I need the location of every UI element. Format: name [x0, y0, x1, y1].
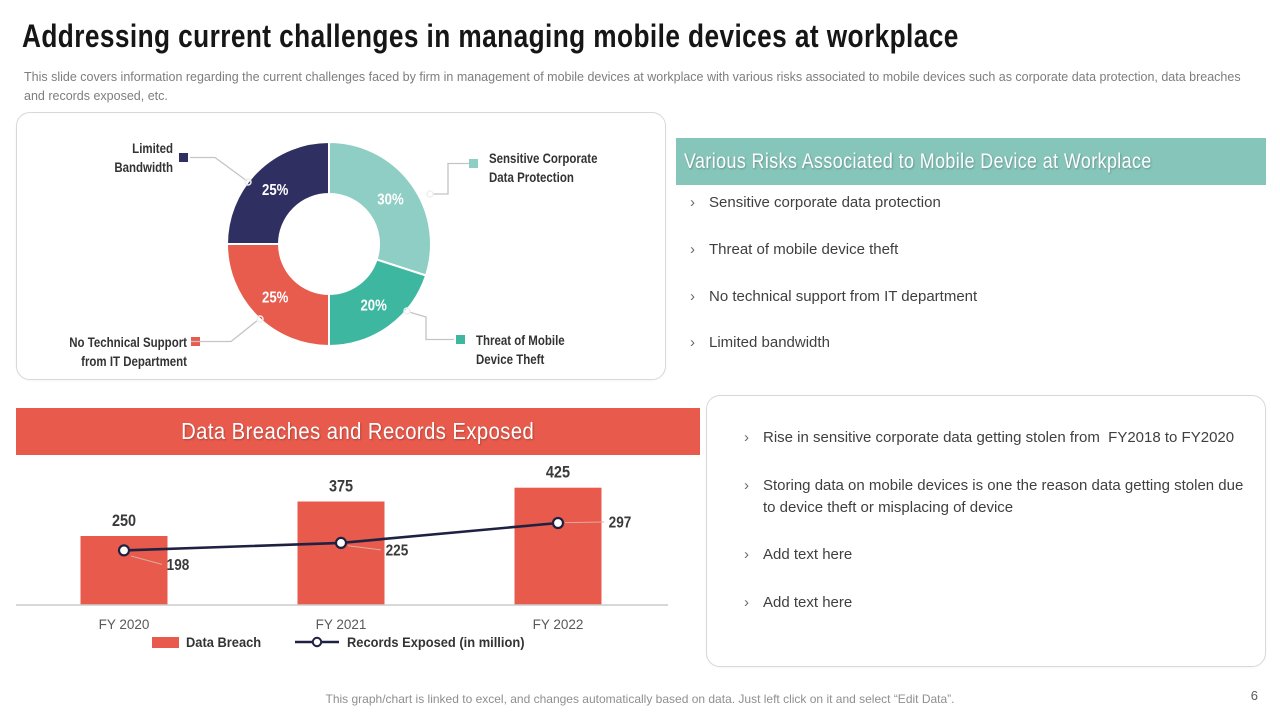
- limited-bandwidth-marker: [179, 153, 188, 162]
- risks-list: › Sensitive corporate data protection › …: [690, 192, 1260, 379]
- device-theft-marker: [456, 335, 465, 344]
- page-number: 6: [1250, 688, 1258, 703]
- list-item: › Sensitive corporate data protection: [690, 192, 1260, 214]
- bar-value-label: 425: [546, 464, 570, 482]
- donut-value-label: 25%: [262, 182, 289, 199]
- x-axis-category-label: FY 2022: [533, 617, 584, 632]
- legend-item-records-exposed: Records Exposed (in million): [294, 634, 540, 650]
- list-item: › Threat of mobile device theft: [690, 239, 1260, 261]
- insights-card[interactable]: [706, 395, 1266, 667]
- donut-slice-2: [225, 243, 330, 348]
- bar-fy-2021: [297, 501, 385, 605]
- chevron-bullet-icon: ›: [690, 334, 695, 352]
- line-label-connector: [347, 545, 382, 551]
- donut-slice-1: [328, 258, 428, 348]
- chart-legend: Data Breach Records Exposed (in million): [16, 634, 676, 650]
- donut-slice-3: [225, 140, 330, 245]
- list-item: › Limited bandwidth: [690, 332, 1260, 354]
- bar-fy-2022: [514, 487, 602, 605]
- line-marker: [551, 516, 565, 530]
- line-marker: [117, 544, 131, 557]
- donut-callout-device-theft: Threat of Mobile Device Theft: [476, 332, 565, 368]
- donut-callout-limited-bandwidth: Limited Bandwidth: [114, 140, 173, 176]
- footer-note: This graph/chart is linked to excel, and…: [325, 692, 955, 706]
- list-item[interactable]: › Add text here: [744, 592, 1244, 614]
- risks-panel-header-text: Various Risks Associated to Mobile Devic…: [684, 149, 1152, 173]
- donut-chart: 30% 20% 25% 25%: [179, 140, 478, 348]
- line-value-label: 297: [609, 515, 632, 532]
- line-label-connector: [564, 521, 605, 524]
- chevron-bullet-icon: ›: [690, 240, 695, 258]
- donut-slice-0: [328, 140, 432, 277]
- donut-callout-sensitive-data: Sensitive Corporate Data Protection: [489, 150, 598, 186]
- breach-chart-header-text: Data Breaches and Records Exposed: [181, 418, 535, 444]
- list-item: › No technical support from IT departmen…: [690, 286, 1260, 308]
- line-value-label: 225: [386, 542, 409, 559]
- page-title-text: Addressing current challenges in managin…: [22, 18, 959, 54]
- chevron-bullet-icon: ›: [744, 476, 749, 494]
- breach-chart-header: Data Breaches and Records Exposed: [16, 408, 700, 455]
- x-axis-category-label: FY 2021: [316, 617, 367, 632]
- bar-value-label: 375: [329, 477, 353, 495]
- chevron-bullet-icon: ›: [690, 194, 695, 211]
- line-series-swatch: [294, 636, 339, 648]
- legend-item-data-breach: Data Breach: [152, 634, 268, 650]
- page-title: Addressing current challenges in managin…: [22, 18, 1164, 55]
- line-value-label: 198: [167, 557, 190, 574]
- breach-bar-line-chart[interactable]: 250 375 425 198 225 297 FY 2020 FY 2021 FY 2022: [16, 456, 676, 636]
- line-label-connector: [130, 555, 163, 565]
- sensitive-data-marker: [469, 159, 478, 168]
- x-axis-category-label: FY 2020: [99, 617, 150, 632]
- insights-list: › Rise in sensitive corporate data getti…: [744, 427, 1244, 640]
- bar-series-swatch: [152, 636, 180, 648]
- donut-value-label: 25%: [262, 290, 289, 307]
- donut-value-label: 20%: [360, 298, 387, 315]
- donut-value-label: 30%: [377, 191, 404, 208]
- chevron-bullet-icon: ›: [744, 594, 749, 611]
- list-item: › Rise in sensitive corporate data getti…: [744, 427, 1244, 449]
- chevron-bullet-icon: ›: [690, 287, 695, 305]
- donut-callout-no-support: No Technical Support from IT Department: [69, 334, 187, 370]
- list-item[interactable]: › Add text here: [744, 544, 1244, 566]
- chevron-bullet-icon: ›: [744, 546, 749, 564]
- risks-panel-header: Various Risks Associated to Mobile Devic…: [676, 138, 1266, 185]
- bar-value-label: 250: [112, 512, 136, 530]
- slide-subtitle: This slide covers information regarding …: [24, 70, 1241, 104]
- line-marker: [334, 536, 348, 550]
- donut-leader-lines: [179, 153, 478, 346]
- donut-chart-card[interactable]: 30% 20% 25% 25% Limited Bandwidth Sensitive…: [16, 112, 666, 380]
- list-item: › Storing data on mobile devices is one …: [744, 476, 1244, 516]
- chevron-bullet-icon: ›: [744, 429, 749, 446]
